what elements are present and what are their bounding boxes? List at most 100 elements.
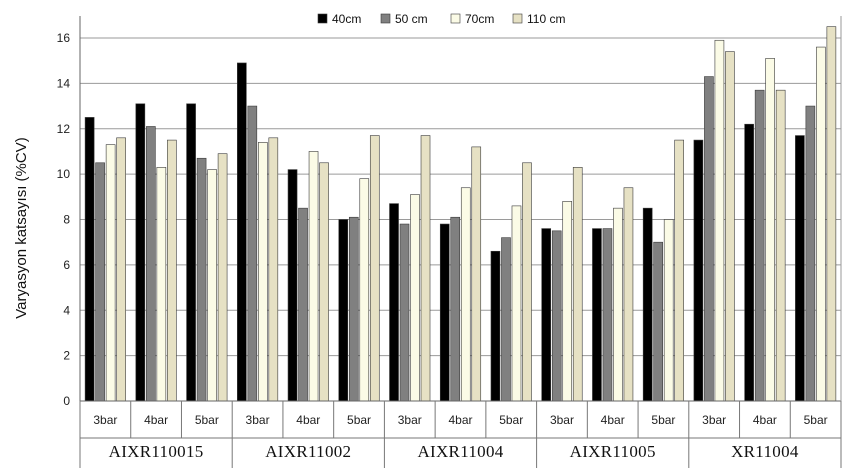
legend: 40cm 50 cm 70cm 110 cm	[317, 12, 565, 26]
bar-110cm	[522, 162, 532, 402]
bar-110cm	[725, 51, 735, 402]
bar-110cm	[572, 167, 583, 402]
bar-40cm	[287, 169, 298, 402]
x-tick-label: 5bar	[804, 413, 828, 427]
bar-40cm	[693, 139, 704, 402]
bar-40cm	[135, 103, 146, 402]
bar-110cm	[826, 26, 837, 402]
bars	[84, 26, 837, 402]
bar-50cm	[602, 228, 613, 402]
bar-50cm	[95, 162, 105, 402]
legend-swatch	[450, 13, 461, 24]
y-tick-label: 10	[57, 167, 71, 181]
bar-110cm	[775, 89, 786, 402]
y-tick-label: 0	[63, 394, 70, 408]
legend-label: 40cm	[332, 12, 361, 26]
bar-70cm	[105, 144, 116, 402]
bar-40cm	[592, 228, 602, 402]
bar-50cm	[450, 216, 461, 402]
bar-70cm	[308, 151, 319, 402]
bar-50cm	[399, 223, 410, 402]
bar-70cm	[562, 201, 573, 402]
bar-40cm	[541, 228, 552, 402]
bar-40cm	[490, 250, 501, 402]
x-tick-label: 4bar	[448, 413, 472, 427]
bar-40cm	[795, 135, 805, 402]
bar-50cm	[754, 89, 765, 402]
bar-70cm	[156, 167, 167, 402]
x-tick-label: 3bar	[398, 413, 422, 427]
bar-110cm	[369, 135, 380, 402]
legend-swatch	[512, 13, 523, 24]
gridlines	[80, 37, 841, 357]
y-tick-label: 14	[57, 76, 71, 90]
legend-label: 70cm	[465, 12, 494, 26]
x-tick-label: 3bar	[702, 413, 726, 427]
bar-110cm	[674, 139, 684, 402]
x-tick-label: 3bar	[550, 413, 574, 427]
y-tick-label: 4	[63, 303, 70, 317]
x-tick-label: 4bar	[144, 413, 168, 427]
x-tick-label: 5bar	[195, 413, 219, 427]
x-tick-label: 5bar	[347, 413, 371, 427]
bar-40cm	[439, 223, 450, 402]
bar-70cm	[816, 46, 826, 402]
y-axis-ticks: 0 2 4 6 8 10 12 14 16	[57, 31, 71, 408]
bar-70cm	[663, 219, 674, 402]
bar-70cm	[765, 58, 775, 402]
y-axis-label: Varyasyon katsayısı (%CV)	[13, 137, 30, 318]
bar-40cm	[186, 103, 196, 402]
bar-110cm	[471, 146, 482, 402]
bar-70cm	[207, 169, 217, 402]
x-group-label: AIXR11005	[570, 442, 656, 461]
bar-40cm	[338, 219, 349, 402]
bar-50cm	[805, 105, 816, 402]
y-tick-label: 6	[63, 258, 70, 272]
bar-110cm	[623, 187, 634, 402]
y-tick-label: 2	[63, 349, 70, 363]
x-group-label: AIXR11002	[265, 442, 351, 461]
bar-70cm	[258, 142, 268, 402]
legend-swatch	[317, 13, 328, 24]
bar-110cm	[420, 135, 431, 402]
bar-50cm	[501, 237, 511, 402]
bar-40cm	[237, 62, 247, 402]
bar-40cm	[642, 207, 653, 402]
x-group-label: XR11004	[731, 442, 799, 461]
bar-50cm	[348, 216, 359, 402]
bar-50cm	[653, 241, 663, 402]
bar-70cm	[460, 187, 471, 402]
x-tick-label: 4bar	[601, 413, 625, 427]
y-tick-label: 8	[63, 213, 70, 227]
bar-40cm	[84, 117, 95, 402]
legend-swatch	[380, 13, 391, 24]
y-tick-label: 16	[57, 31, 71, 45]
bar-110cm	[268, 137, 279, 402]
bar-70cm	[714, 39, 725, 402]
bar-70cm	[511, 205, 522, 402]
bar-70cm	[359, 178, 370, 402]
bar-110cm	[319, 162, 329, 402]
x-tick-label: 3bar	[246, 413, 270, 427]
bar-70cm	[613, 207, 623, 402]
bar-50cm	[146, 126, 156, 402]
x-tick-label: 4bar	[753, 413, 777, 427]
bar-40cm	[389, 203, 399, 402]
bar-50cm	[704, 76, 714, 402]
axes	[79, 16, 842, 402]
x-tick-label: 4bar	[296, 413, 320, 427]
bar-50cm	[551, 230, 562, 402]
bar-110cm	[167, 139, 177, 402]
bar-50cm	[247, 105, 258, 402]
x-group-label: AIXR110015	[109, 442, 204, 461]
bar-110cm	[116, 137, 126, 402]
x-group-label: AIXR11004	[417, 442, 503, 461]
legend-label: 50 cm	[395, 12, 428, 26]
legend-label: 110 cm	[527, 12, 565, 26]
y-tick-label: 12	[57, 122, 71, 136]
bar-70cm	[410, 194, 420, 402]
bar-110cm	[217, 153, 228, 402]
bar-40cm	[744, 123, 754, 402]
x-axis-labels: 3bar 4bar 5bar 3bar 4bar 5bar 3bar 4bar 5bar 3bar…	[79, 401, 842, 468]
